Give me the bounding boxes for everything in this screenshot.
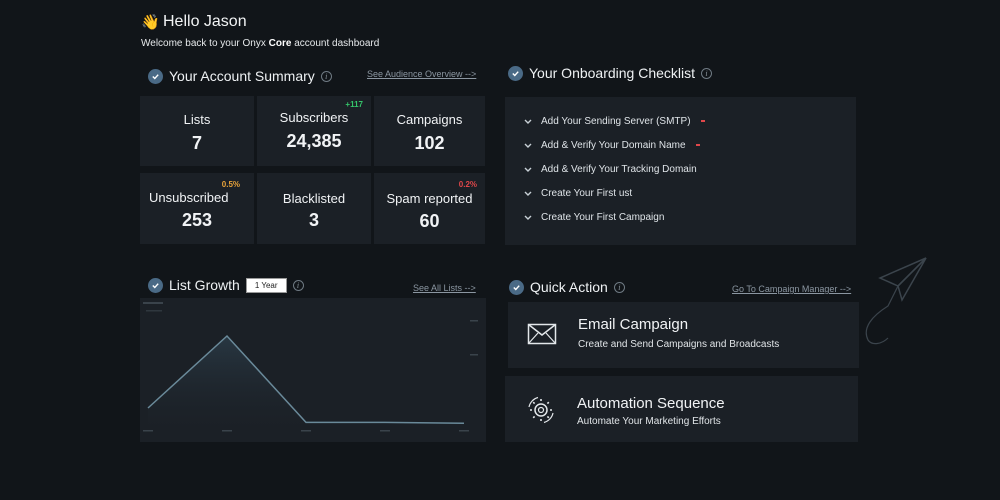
info-icon[interactable]: i: [320, 70, 332, 82]
chevron-check-icon: [523, 164, 533, 174]
growth-title: List Growth: [169, 277, 240, 293]
stat-label: Lists: [183, 112, 211, 127]
chart-subtitle-placeholder: [146, 310, 162, 312]
checklist-item[interactable]: Add & Verify Your Domain Name: [523, 133, 856, 157]
series-line: [147, 334, 465, 425]
go-to-campaign-manager-link[interactable]: Go To Campaign Manager -->: [732, 284, 852, 294]
series-area: [148, 336, 464, 432]
x-tick-placeholder: [301, 430, 311, 432]
check-circle-icon: [148, 277, 163, 293]
stat-value: 24,385: [286, 131, 342, 151]
rate-badge: 0.5%: [221, 180, 240, 189]
onboarding-card: Add Your Sending Server (SMTP) Add & Ver…: [505, 97, 856, 245]
stat-label: Spam reported: [386, 191, 473, 206]
checklist-item[interactable]: Add & Verify Your Tracking Domain: [523, 157, 856, 181]
checklist-item[interactable]: Add Your Sending Server (SMTP): [523, 109, 856, 133]
stat-card-blacklisted[interactable]: Blacklisted 3: [257, 173, 371, 244]
summary-title: Your Account Summary: [169, 68, 315, 84]
action-description: Automate Your Marketing Efforts: [577, 416, 721, 427]
checklist-label: Create Your First Campaign: [541, 211, 665, 223]
checklist-label: Add & Verify Your Tracking Domain: [541, 163, 697, 175]
check-circle-icon: [509, 279, 524, 295]
email-campaign-action[interactable]: Email Campaign Create and Send Campaigns…: [508, 302, 859, 368]
action-description: Create and Send Campaigns and Broadcasts: [578, 339, 780, 350]
plot-area: [143, 334, 469, 432]
stat-value: 7: [191, 133, 202, 153]
chart-title-placeholder: [143, 302, 163, 304]
y-tick-placeholder: [470, 354, 478, 356]
growth-chart: [143, 302, 478, 432]
growth-header: List Growth 1 Year i: [148, 277, 304, 293]
checklist-label: Create Your First ust: [541, 187, 633, 199]
y-tick-placeholder: [470, 320, 478, 322]
see-audience-overview-link[interactable]: See Audience Overview -->: [367, 69, 477, 79]
info-icon[interactable]: i: [613, 281, 625, 293]
stat-value: 60: [419, 211, 440, 231]
automation-gear-icon: [525, 394, 557, 431]
see-all-lists-link[interactable]: See All Lists -->: [413, 283, 476, 293]
checklist-item[interactable]: Create Your First Campaign: [523, 205, 856, 229]
chevron-check-icon: [523, 188, 533, 198]
wave-icon: 👋: [141, 14, 160, 31]
growth-chart-card: [140, 298, 486, 442]
x-tick-placeholder: [459, 430, 469, 432]
onboarding-header: Your Onboarding Checklist i: [508, 65, 713, 81]
stat-card-subscribers[interactable]: +117 Subscribers 24,385: [257, 96, 371, 166]
action-title: Email Campaign: [578, 316, 689, 333]
greeting-text: Hello Jason: [163, 13, 247, 30]
greeting: 👋 Hello Jason: [141, 13, 247, 31]
x-tick-placeholder: [143, 430, 153, 432]
stat-label: Subscribers: [279, 110, 349, 125]
chevron-check-icon: [523, 140, 533, 150]
stat-label: Campaigns: [396, 112, 463, 127]
incomplete-flag: [700, 120, 705, 122]
envelope-icon: [527, 323, 557, 350]
welcome-prefix: Welcome back to your Onyx: [141, 38, 269, 49]
onboarding-title: Your Onboarding Checklist: [529, 65, 696, 81]
checklist-label: Add Your Sending Server (SMTP): [541, 115, 691, 127]
stat-card-lists[interactable]: Lists 7: [140, 96, 254, 166]
action-title: Automation Sequence: [577, 395, 725, 412]
quick-action-header: Quick Action i: [509, 279, 625, 295]
stat-label: Blacklisted: [282, 191, 346, 206]
x-tick-placeholder: [222, 430, 232, 432]
welcome-suffix: account dashboard: [291, 38, 380, 49]
welcome-text: Welcome back to your Onyx Core account d…: [141, 38, 379, 49]
summary-header: Your Account Summary i: [148, 68, 332, 84]
check-circle-icon: [508, 65, 523, 81]
stat-label: Unsubscribed: [149, 190, 229, 205]
chevron-check-icon: [523, 116, 533, 126]
checklist-label: Add & Verify Your Domain Name: [541, 139, 686, 151]
info-icon[interactable]: i: [701, 67, 713, 79]
growth-badge: +117: [345, 100, 363, 109]
stat-card-unsubscribed[interactable]: 0.5% Unsubscribed 253: [140, 173, 254, 244]
incomplete-flag: [695, 144, 700, 146]
check-circle-icon: [148, 68, 163, 84]
stat-card-spam-reported[interactable]: 0.2% Spam reported 60: [374, 173, 485, 244]
stat-value: 3: [308, 210, 319, 230]
paper-plane-icon: [858, 256, 930, 351]
rate-badge: 0.2%: [458, 180, 477, 189]
info-icon[interactable]: i: [292, 279, 304, 291]
chevron-check-icon: [523, 212, 533, 222]
stat-value: 253: [181, 210, 213, 230]
automation-sequence-action[interactable]: Automation Sequence Automate Your Market…: [505, 376, 858, 442]
plan-name: Core: [268, 38, 292, 49]
x-tick-placeholder: [380, 430, 390, 432]
range-select[interactable]: 1 Year: [245, 277, 287, 293]
quick-action-title: Quick Action: [530, 279, 608, 295]
onboarding-list: Add Your Sending Server (SMTP) Add & Ver…: [523, 109, 856, 229]
checklist-item[interactable]: Create Your First ust: [523, 181, 856, 205]
stat-value: 102: [414, 133, 445, 153]
stat-card-campaigns[interactable]: Campaigns 102: [374, 96, 485, 166]
